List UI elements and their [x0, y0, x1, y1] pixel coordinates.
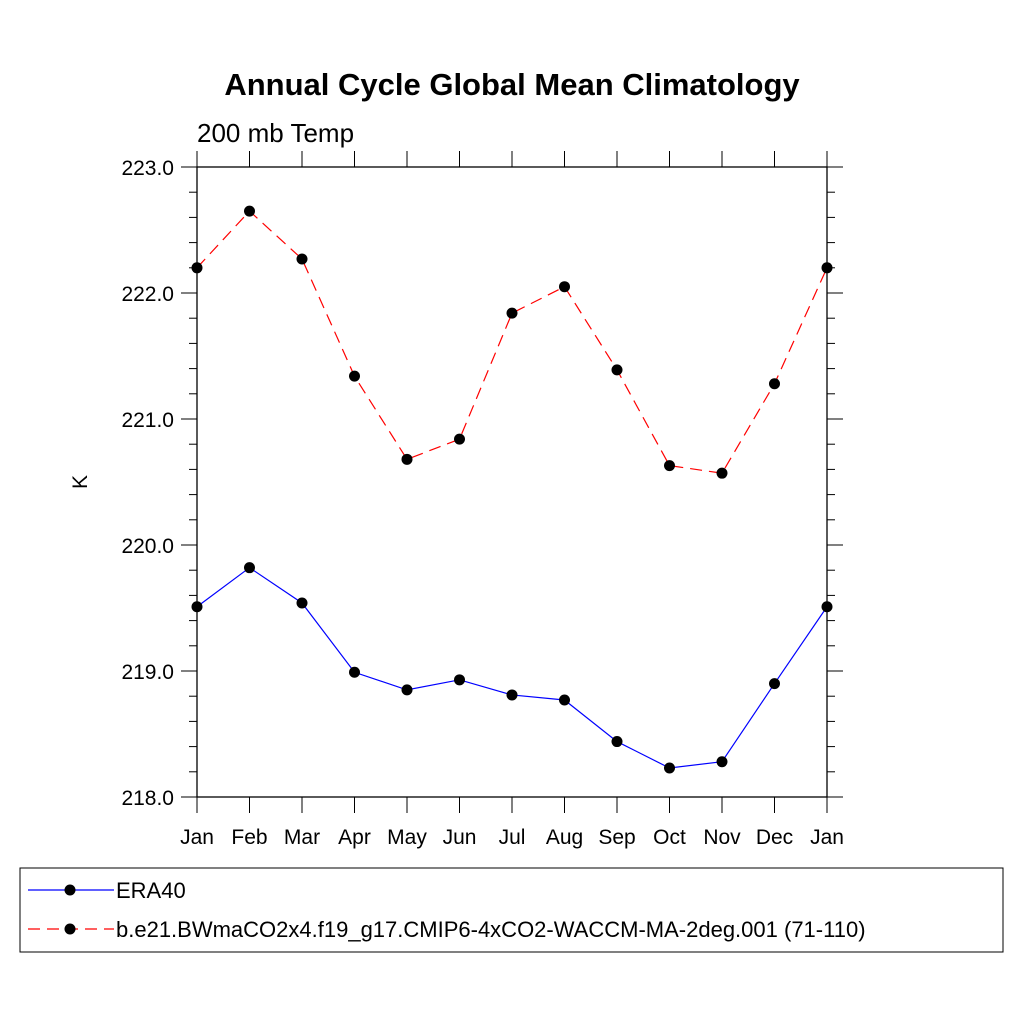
data-point	[664, 460, 675, 472]
data-point	[349, 666, 360, 678]
data-point	[506, 307, 518, 319]
data-point	[296, 253, 308, 265]
x-tick-label: Jul	[499, 826, 526, 849]
series-line	[196, 566, 828, 769]
data-point	[611, 364, 623, 376]
chart-subtitle: 200 mb Temp	[197, 118, 354, 148]
legend-marker	[64, 884, 76, 896]
legend-label: ERA40	[116, 878, 186, 903]
legend-marker	[64, 923, 76, 935]
plot-series	[191, 205, 833, 774]
x-tick-label: May	[387, 826, 427, 849]
data-point	[401, 453, 413, 465]
data-point	[296, 597, 308, 609]
series-model	[191, 205, 833, 479]
data-point	[769, 678, 780, 690]
data-point	[454, 674, 465, 686]
data-point	[559, 281, 570, 293]
legend-box	[19, 867, 1004, 953]
data-point	[349, 370, 360, 382]
plot-frame	[196, 166, 828, 798]
x-tick-label: Jan	[810, 826, 844, 849]
legend: ERA40 b.e21.BWmaCO2x4.f19_g17.CMIP6-4xCO2…	[19, 867, 1004, 953]
series-era40	[191, 562, 833, 774]
y-tick-label: 219.0	[121, 661, 174, 684]
y-axis-label: K	[69, 475, 92, 489]
data-point	[716, 467, 728, 479]
x-tick-label: Aug	[546, 826, 583, 849]
x-tick-label: Mar	[284, 826, 320, 849]
data-point	[506, 689, 518, 701]
data-point	[611, 736, 623, 748]
x-tick-label: Nov	[703, 826, 741, 849]
y-tick-labels: 218.0 219.0 220.0 221.0 222.0 223.0	[121, 157, 174, 810]
x-tick-label: Sep	[598, 826, 635, 849]
data-point	[769, 378, 780, 390]
y-tick-label: 218.0	[121, 787, 174, 810]
x-tick-label: Apr	[338, 826, 371, 849]
x-tick-label: Feb	[231, 826, 267, 849]
x-tick-label: Oct	[653, 826, 686, 849]
x-tick-labels: Jan Feb Mar Apr May Jun Jul Aug Sep Oct Nov Dec Jan	[180, 826, 844, 849]
x-tick-label: Dec	[756, 826, 793, 849]
x-tick-label: Jun	[443, 826, 477, 849]
y-tick-label: 222.0	[121, 283, 174, 306]
data-point	[454, 433, 465, 445]
axis-ticks	[181, 151, 843, 813]
data-point	[401, 684, 413, 696]
y-tick-label: 221.0	[121, 409, 174, 432]
data-point	[244, 205, 255, 217]
data-point	[664, 762, 675, 774]
series-line	[196, 210, 828, 474]
legend-label: b.e21.BWmaCO2x4.f19_g17.CMIP6-4xCO2-WACC…	[116, 917, 866, 942]
y-tick-label: 223.0	[121, 157, 174, 180]
chart-title: Annual Cycle Global Mean Climatology	[224, 67, 800, 102]
data-point	[244, 562, 255, 574]
legend-item: b.e21.BWmaCO2x4.f19_g17.CMIP6-4xCO2-WACC…	[28, 917, 866, 942]
x-tick-label: Jan	[180, 826, 214, 849]
legend-item: ERA40	[28, 878, 186, 903]
y-tick-label: 220.0	[121, 535, 174, 558]
data-point	[559, 694, 570, 706]
data-point	[716, 756, 728, 768]
